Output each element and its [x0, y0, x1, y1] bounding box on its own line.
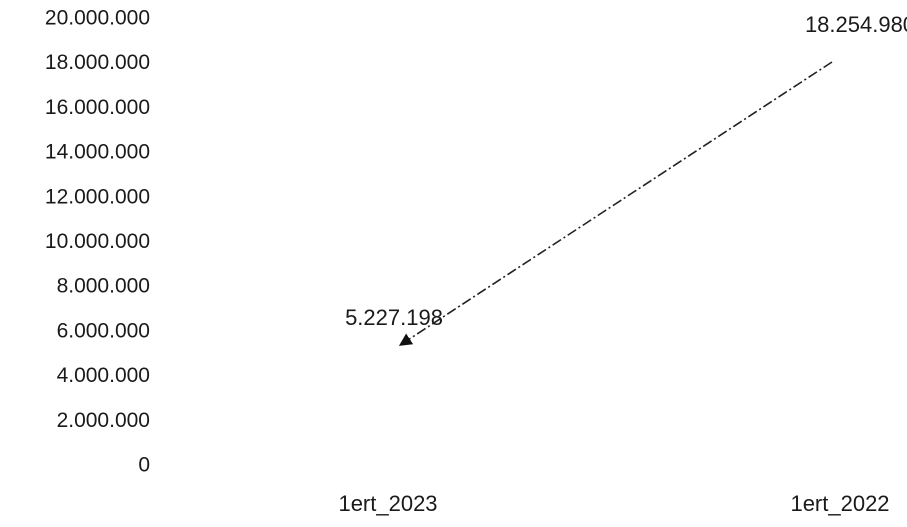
y-tick-label: 18.000.000 [45, 51, 150, 74]
y-tick-label: 16.000.000 [45, 96, 150, 119]
y-tick-label: 14.000.000 [45, 141, 150, 164]
y-tick-label: 0 [138, 454, 150, 477]
y-axis: 0 2.000.000 4.000.000 6.000.000 8.000.000 10.… [45, 7, 150, 477]
plot-area: 5.227.198 18.254.980 [345, 12, 907, 349]
y-tick-label: 10.000.000 [45, 230, 150, 253]
data-label: 18.254.980 [805, 12, 907, 37]
x-axis: 1ert_2023 1ert_2022 [338, 491, 889, 516]
series-line [400, 62, 832, 345]
y-tick-label: 6.000.000 [57, 319, 150, 342]
y-tick-label: 2.000.000 [57, 409, 150, 432]
y-tick-label: 20.000.000 [45, 7, 150, 30]
data-label: 5.227.198 [345, 305, 443, 330]
y-tick-label: 4.000.000 [57, 364, 150, 387]
y-tick-label: 8.000.000 [57, 275, 150, 298]
x-tick-label: 1ert_2022 [790, 491, 889, 516]
y-tick-label: 12.000.000 [45, 185, 150, 208]
x-tick-label: 1ert_2023 [338, 491, 437, 516]
